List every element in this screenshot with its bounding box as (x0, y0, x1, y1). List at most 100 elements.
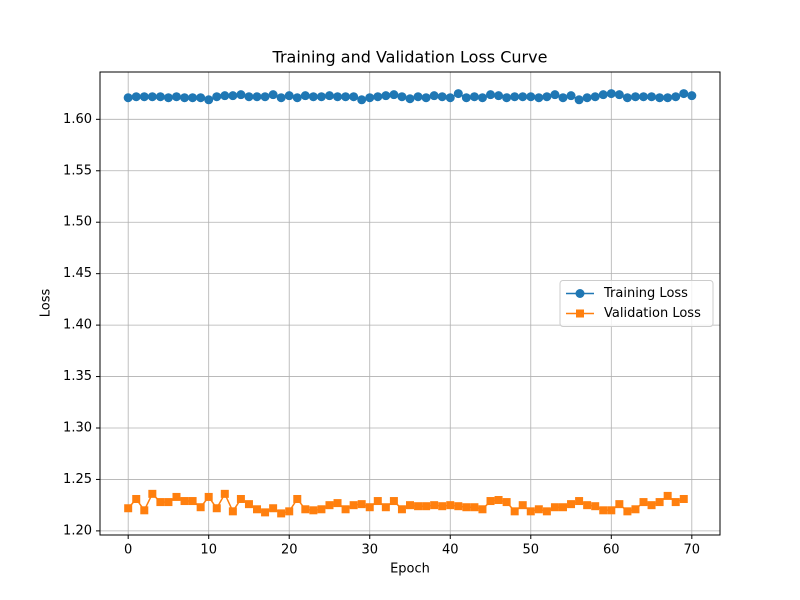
marker (671, 92, 681, 102)
marker (470, 503, 479, 512)
marker (155, 92, 165, 102)
marker (156, 498, 165, 507)
marker (550, 503, 559, 512)
marker (139, 92, 149, 102)
marker (349, 92, 359, 102)
marker (445, 93, 455, 103)
marker (132, 494, 141, 503)
marker (413, 92, 423, 102)
marker (575, 497, 584, 506)
marker (341, 92, 351, 102)
marker (558, 93, 568, 103)
marker (526, 92, 536, 102)
marker (196, 503, 205, 512)
x-tick-label: 10 (200, 543, 217, 558)
marker (429, 91, 439, 101)
marker (599, 506, 608, 515)
marker (293, 494, 302, 503)
marker (300, 91, 310, 101)
marker (212, 92, 222, 102)
x-tick-label: 30 (361, 543, 378, 558)
marker (381, 91, 391, 101)
marker (446, 501, 455, 510)
marker (422, 502, 431, 511)
marker (324, 91, 334, 101)
marker (486, 497, 495, 506)
marker (574, 95, 584, 105)
marker (461, 93, 471, 103)
marker (228, 507, 237, 516)
x-tick-label: 20 (281, 543, 298, 558)
marker (622, 93, 632, 103)
marker (228, 91, 238, 101)
marker (253, 505, 262, 514)
marker (333, 92, 343, 102)
marker (478, 505, 487, 514)
x-tick-label: 70 (684, 543, 701, 558)
marker (220, 489, 229, 498)
marker (252, 92, 262, 102)
y-tick-label: 1.25 (63, 472, 92, 487)
marker (236, 494, 245, 503)
y-axis-label: Loss (39, 289, 54, 318)
marker (188, 93, 198, 103)
marker (534, 93, 544, 103)
marker (430, 501, 439, 510)
marker (212, 504, 221, 513)
marker (244, 92, 254, 102)
marker (349, 501, 358, 510)
marker (277, 509, 286, 518)
marker (647, 92, 657, 102)
marker (171, 92, 181, 102)
marker (630, 92, 640, 102)
marker (469, 92, 479, 102)
legend-marker (576, 309, 584, 318)
x-tick-label: 0 (124, 543, 132, 558)
marker (148, 489, 157, 498)
marker (172, 492, 181, 501)
marker (421, 93, 431, 103)
y-tick-label: 1.55 (63, 163, 92, 178)
marker (502, 93, 512, 103)
x-axis-label: Epoch (390, 562, 430, 577)
marker (518, 501, 527, 510)
marker (365, 93, 375, 103)
marker (631, 505, 640, 514)
marker (462, 503, 471, 512)
marker (180, 93, 190, 103)
x-tick-label: 40 (442, 543, 459, 558)
marker (542, 507, 551, 516)
marker (494, 91, 504, 101)
marker (591, 502, 600, 511)
marker (598, 90, 608, 100)
y-tick-label: 1.40 (63, 318, 92, 333)
marker (510, 507, 519, 516)
marker (365, 503, 374, 512)
marker (180, 497, 189, 506)
marker (188, 497, 197, 506)
marker (663, 491, 672, 500)
marker (687, 91, 697, 101)
marker (679, 494, 688, 503)
marker (607, 506, 616, 515)
marker (276, 93, 286, 103)
marker (301, 505, 310, 514)
marker (590, 92, 600, 102)
marker (236, 90, 246, 100)
marker (204, 95, 214, 105)
chart-title: Training and Validation Loss Curve (272, 48, 548, 67)
marker (655, 498, 664, 507)
marker (639, 92, 649, 102)
plot-frame (99, 71, 721, 536)
marker (655, 93, 665, 103)
marker (316, 92, 326, 102)
marker (269, 504, 278, 513)
marker (357, 95, 367, 105)
legend-label: Validation Loss (604, 306, 701, 321)
legend-marker (575, 289, 585, 298)
marker (244, 500, 253, 509)
marker (406, 501, 414, 510)
marker (477, 93, 487, 103)
marker (285, 507, 294, 516)
